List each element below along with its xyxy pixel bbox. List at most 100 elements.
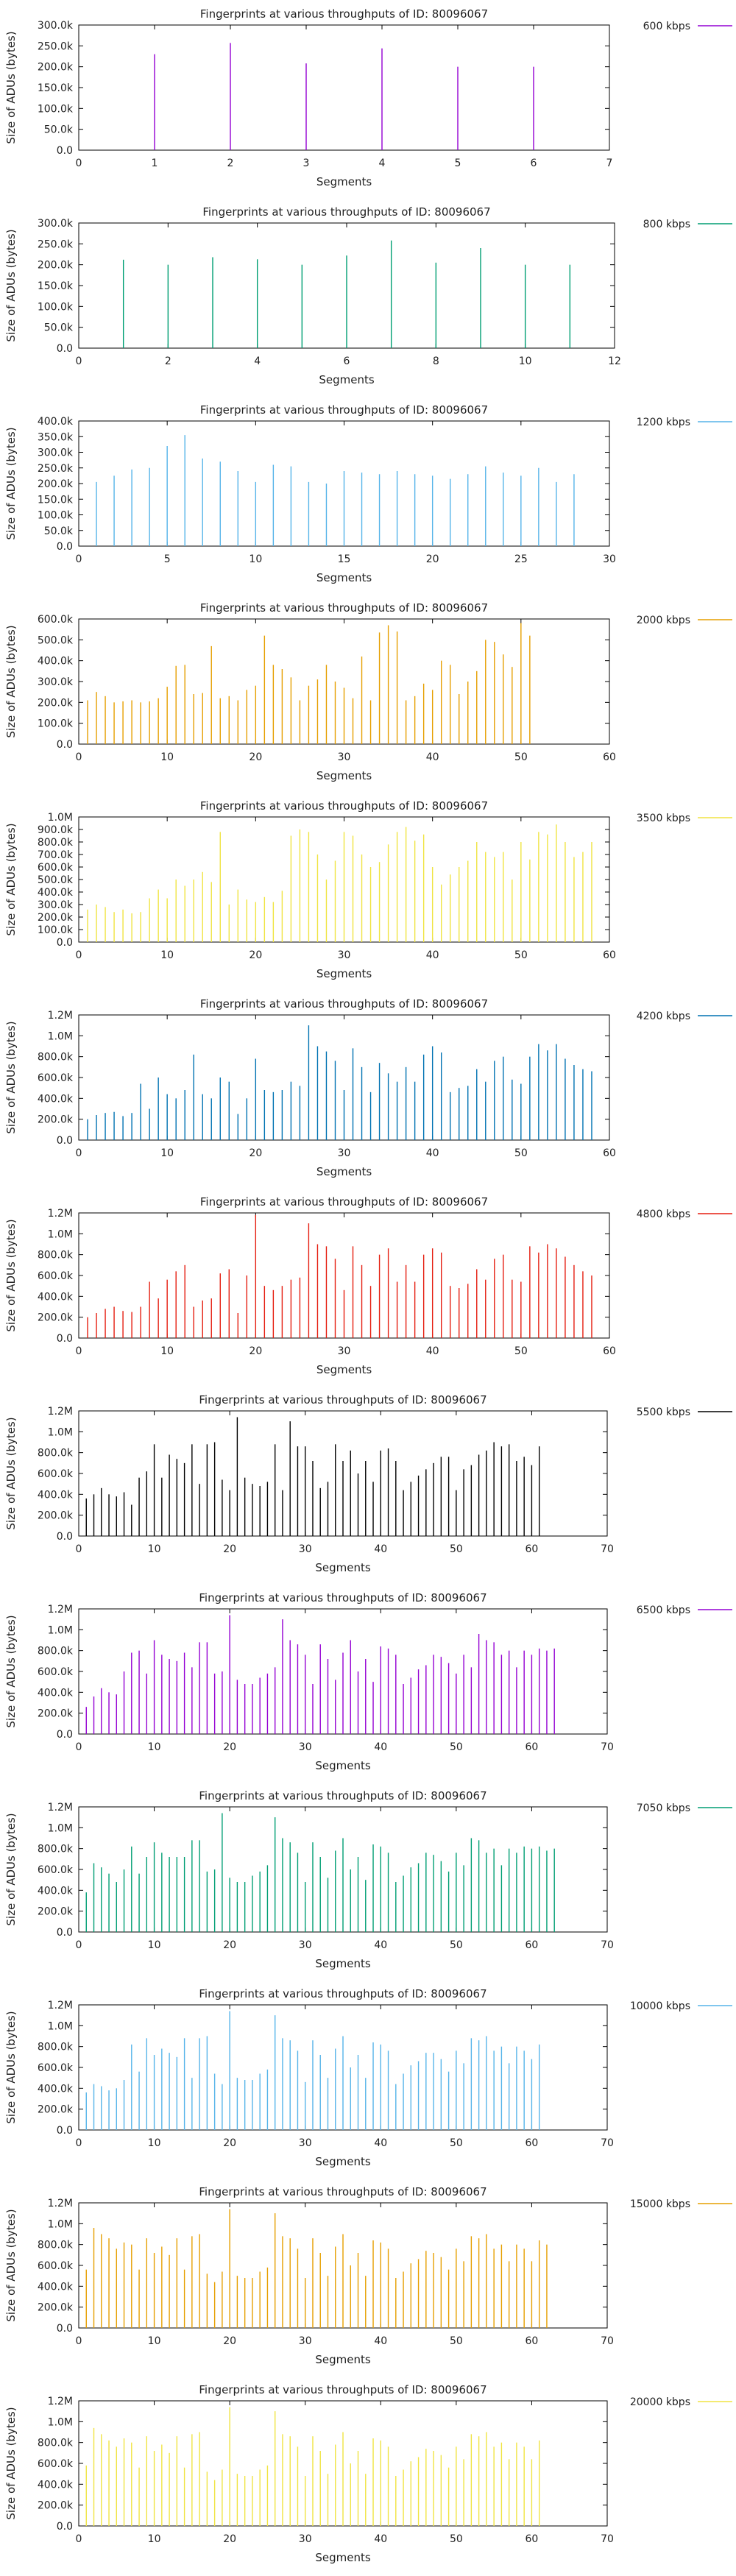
x-axis-label: Segments <box>316 1363 372 1376</box>
x-tick-label: 20 <box>249 1345 262 1357</box>
chart-title: Fingerprints at various throughputs of I… <box>200 7 488 21</box>
chart-panel: Fingerprints at various throughputs of I… <box>4 1789 732 1970</box>
y-tick-label: 200.0k <box>38 260 74 272</box>
x-tick-label: 0 <box>76 553 82 565</box>
x-tick-label: 0 <box>76 949 82 961</box>
x-tick-label: 12 <box>608 355 621 367</box>
y-tick-label: 200.0k <box>38 1510 74 1522</box>
y-tick-label: 600.0k <box>38 2260 74 2272</box>
x-tick-label: 25 <box>514 553 528 565</box>
y-tick-label: 0.0 <box>57 541 73 553</box>
chart-panel: Fingerprints at various throughputs of I… <box>4 403 732 584</box>
x-axis-label: Segments <box>316 967 372 980</box>
x-tick-label: 50 <box>450 2533 463 2545</box>
x-tick-label: 0 <box>76 1939 82 1951</box>
y-tick-label: 250.0k <box>38 238 74 250</box>
x-tick-label: 7 <box>606 158 613 169</box>
x-tick-label: 20 <box>426 553 439 565</box>
x-tick-label: 60 <box>526 2335 539 2347</box>
y-tick-label: 500.0k <box>38 874 74 886</box>
y-tick-label: 200.0k <box>38 912 74 924</box>
x-tick-label: 0 <box>76 1741 82 1753</box>
x-tick-label: 50 <box>450 1741 463 1753</box>
chart-panel: Fingerprints at various throughputs of I… <box>4 1987 732 2168</box>
y-tick-label: 100.0k <box>38 103 74 115</box>
x-tick-label: 60 <box>603 751 616 763</box>
x-tick-label: 60 <box>526 2533 539 2545</box>
y-tick-label: 800.0k <box>38 1052 74 1064</box>
x-tick-label: 70 <box>601 1543 614 1555</box>
y-tick-label: 400.0k <box>38 1885 74 1897</box>
y-tick-label: 100.0k <box>38 924 74 936</box>
x-tick-label: 15 <box>338 553 351 565</box>
y-tick-label: 200.0k <box>38 2104 74 2116</box>
chart-title: Fingerprints at various throughputs of I… <box>199 2185 486 2198</box>
x-tick-label: 20 <box>223 2533 236 2545</box>
y-tick-label: 600.0k <box>38 2062 74 2074</box>
x-tick-label: 30 <box>338 1147 351 1159</box>
y-tick-label: 300.0k <box>38 899 74 911</box>
y-tick-label: 600.0k <box>38 1468 74 1480</box>
x-tick-label: 70 <box>601 2335 614 2347</box>
y-tick-label: 800.0k <box>38 2240 74 2251</box>
x-tick-label: 60 <box>603 1147 616 1159</box>
y-tick-label: 1.0M <box>48 1030 73 1042</box>
y-tick-label: 800.0k <box>38 2042 74 2053</box>
x-tick-label: 2 <box>227 158 234 169</box>
y-axis-label: Size of ADUs (bytes) <box>4 31 18 144</box>
y-tick-label: 200.0k <box>38 2302 74 2314</box>
y-tick-label: 400.0k <box>38 1489 74 1501</box>
y-axis-label: Size of ADUs (bytes) <box>4 2209 18 2321</box>
x-axis-label: Segments <box>315 2155 371 2168</box>
y-tick-label: 0.0 <box>57 739 73 751</box>
x-tick-label: 70 <box>601 1741 614 1753</box>
y-tick-label: 1.0M <box>48 1228 73 1240</box>
x-tick-label: 60 <box>603 949 616 961</box>
y-tick-label: 350.0k <box>38 431 74 443</box>
x-tick-label: 40 <box>426 949 439 961</box>
y-tick-label: 200.0k <box>38 2500 74 2512</box>
y-tick-label: 400.0k <box>38 1687 74 1699</box>
chart-panel: Fingerprints at various throughputs of I… <box>4 1393 732 1574</box>
chart-title: Fingerprints at various throughputs of I… <box>199 1393 486 1406</box>
y-tick-label: 1.0M <box>48 2416 73 2428</box>
y-tick-label: 400.0k <box>38 2083 74 2095</box>
y-axis-label: Size of ADUs (bytes) <box>4 2011 18 2123</box>
y-tick-label: 250.0k <box>38 463 74 475</box>
y-axis-label: Size of ADUs (bytes) <box>4 1219 18 1331</box>
legend-label: 3500 kbps <box>637 813 690 824</box>
x-tick-label: 20 <box>223 2137 236 2149</box>
x-tick-label: 50 <box>450 1939 463 1951</box>
y-tick-label: 700.0k <box>38 849 74 861</box>
y-axis-label: Size of ADUs (bytes) <box>4 625 18 737</box>
plot-frame <box>78 24 610 151</box>
x-tick-label: 5 <box>164 553 171 565</box>
x-tick-label: 30 <box>299 1741 312 1753</box>
y-axis-label: Size of ADUs (bytes) <box>4 2407 18 2519</box>
y-axis-label: Size of ADUs (bytes) <box>4 229 18 342</box>
x-tick-label: 8 <box>433 355 439 367</box>
x-tick-label: 5 <box>455 158 461 169</box>
x-tick-label: 30 <box>299 1939 312 1951</box>
x-axis-label: Segments <box>315 1957 371 1970</box>
chart-panel: Fingerprints at various throughputs of I… <box>4 1195 732 1376</box>
x-tick-label: 30 <box>338 949 351 961</box>
legend-label: 5500 kbps <box>637 1406 690 1418</box>
y-tick-label: 800.0k <box>38 1646 74 1657</box>
y-tick-label: 0.0 <box>57 937 73 949</box>
x-tick-label: 60 <box>526 1543 539 1555</box>
x-tick-label: 4 <box>379 158 386 169</box>
y-tick-label: 400.0k <box>38 656 74 668</box>
y-axis-label: Size of ADUs (bytes) <box>4 1615 18 1727</box>
x-tick-label: 2 <box>165 355 171 367</box>
y-tick-label: 100.0k <box>38 718 74 730</box>
y-tick-label: 0.0 <box>57 2125 73 2137</box>
x-tick-label: 60 <box>603 1345 616 1357</box>
y-tick-label: 200.0k <box>38 697 74 709</box>
chart-title: Fingerprints at various throughputs of I… <box>199 1591 486 1604</box>
x-tick-label: 20 <box>223 2335 236 2347</box>
x-tick-label: 50 <box>514 1345 528 1357</box>
y-tick-label: 800.0k <box>38 1844 74 1855</box>
x-axis-label: Segments <box>316 1165 372 1178</box>
y-tick-label: 200.0k <box>38 478 74 490</box>
